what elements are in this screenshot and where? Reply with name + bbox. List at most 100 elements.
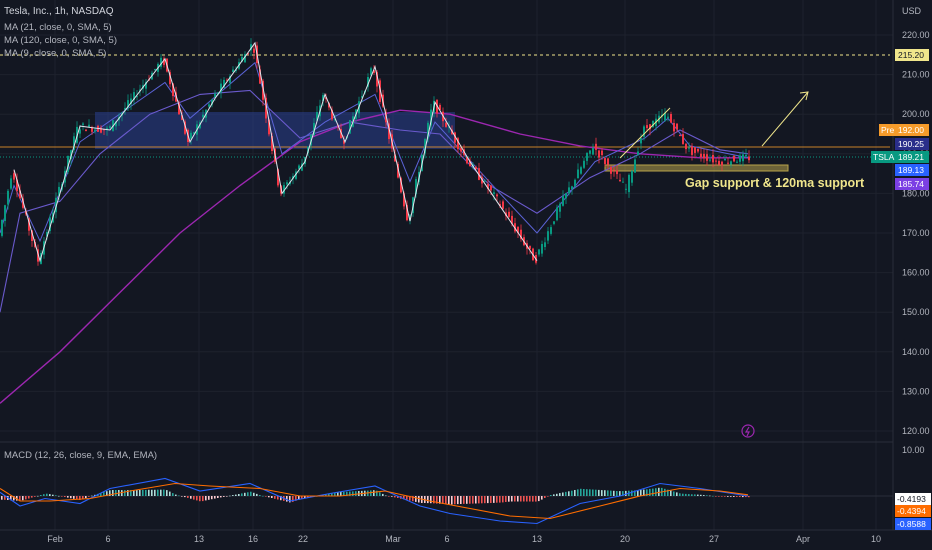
macd-histogram-bar <box>460 496 462 504</box>
macd-histogram-bar <box>109 490 111 496</box>
macd-histogram-bar <box>532 496 534 502</box>
candle <box>478 162 480 181</box>
candle <box>652 120 654 128</box>
candle <box>553 221 555 226</box>
macd-histogram-bar <box>403 496 405 500</box>
time-tick-label: 22 <box>298 534 308 544</box>
macd-histogram-bar <box>664 488 666 496</box>
time-tick-label: 27 <box>709 534 719 544</box>
macd-histogram-bar <box>448 496 450 505</box>
candle <box>697 148 699 154</box>
currency-label: USD <box>902 6 922 16</box>
candle <box>643 124 645 141</box>
ma9-legend: MA (9, close, 0, SMA, 5) <box>4 48 106 59</box>
price-tick-label: 210.00 <box>902 70 930 80</box>
candle <box>634 155 636 173</box>
price-tick-label: 200.00 <box>902 109 930 119</box>
candle <box>514 217 516 234</box>
projection-arrow[interactable] <box>761 91 809 147</box>
macd-histogram-bar <box>139 490 141 496</box>
candle <box>718 155 720 167</box>
price-tick-label: 160.00 <box>902 268 930 278</box>
candle <box>592 143 594 156</box>
macd-value-tag: -0.8588 <box>895 518 931 530</box>
candle <box>331 106 333 121</box>
svg-text:TSLA: TSLA <box>873 152 895 162</box>
macd-histogram-bar <box>301 496 303 499</box>
candle <box>559 201 561 218</box>
macd-histogram-bar <box>652 488 654 496</box>
symbol-title: Tesla, Inc., 1h, NASDAQ <box>4 6 114 17</box>
macd-histogram-bar <box>91 495 93 497</box>
macd-histogram-bar <box>685 493 687 496</box>
macd-histogram-bar <box>631 490 633 496</box>
macd-histogram-bar <box>742 496 744 498</box>
candle <box>487 179 489 194</box>
macd-histogram-bar <box>517 496 519 502</box>
macd-histogram-bar <box>745 496 747 498</box>
candle <box>370 66 372 77</box>
macd-histogram-bar <box>64 496 66 497</box>
macd-histogram-bar <box>622 491 624 496</box>
candle <box>475 165 477 170</box>
candle <box>127 94 129 111</box>
macd-histogram-bar <box>529 496 531 502</box>
macd-histogram-bar <box>307 496 309 498</box>
candle <box>484 179 486 182</box>
macd-histogram-bar <box>724 496 726 497</box>
macd-histogram-bar <box>649 488 651 496</box>
macd-histogram-bar <box>583 489 585 496</box>
candle <box>184 119 186 136</box>
candle <box>664 108 666 122</box>
macd-histogram-bar <box>100 493 102 496</box>
candle <box>145 79 147 95</box>
candle <box>646 119 648 132</box>
macd-histogram-bar <box>193 496 195 500</box>
macd-histogram-bar <box>715 496 717 497</box>
candle <box>10 175 12 191</box>
macd-histogram-bar <box>190 496 192 499</box>
macd-histogram-bar <box>328 494 330 496</box>
macd-histogram-bar <box>208 496 210 500</box>
candle <box>679 134 681 137</box>
macd-tick-label: 10.00 <box>902 445 925 455</box>
candle <box>85 129 87 132</box>
candle <box>598 149 600 164</box>
candle <box>406 200 408 222</box>
annotation-text: Gap support & 120ma support <box>685 176 865 190</box>
macd-histogram-bar <box>604 490 606 496</box>
flash-icon[interactable] <box>741 424 755 438</box>
macd-histogram-bar <box>487 496 489 504</box>
candle <box>604 156 606 167</box>
macd-histogram-bar <box>457 496 459 505</box>
macd-histogram-bar <box>295 496 297 501</box>
macd-histogram-bar <box>211 496 213 500</box>
macd-histogram-bar <box>232 495 234 496</box>
candle <box>610 165 612 180</box>
macd-histogram-bar <box>25 496 27 500</box>
macd-histogram-bar <box>454 496 456 505</box>
macd-histogram-bar <box>178 495 180 497</box>
macd-histogram-bar <box>688 494 690 496</box>
macd-histogram-bar <box>43 494 45 496</box>
macd-histogram-bar <box>679 493 681 496</box>
macd-histogram-bar <box>577 489 579 496</box>
macd-histogram-bar <box>499 496 501 503</box>
macd-histogram-bar <box>565 491 567 496</box>
uptrend-line[interactable] <box>619 107 671 159</box>
macd-histogram-bar <box>733 496 735 497</box>
gap-support-box[interactable] <box>604 164 789 172</box>
candle <box>220 78 222 99</box>
macd-histogram-bar <box>325 494 327 496</box>
macd-histogram-bar <box>13 496 15 501</box>
candle <box>577 163 579 179</box>
macd-histogram-bar <box>238 494 240 496</box>
time-axis[interactable]: Feb 6 13 16 22 Mar 6 13 20 27 Apr 10 <box>47 534 881 544</box>
macd-histogram-bar <box>340 492 342 496</box>
candle <box>190 130 192 145</box>
svg-text:190.25: 190.25 <box>898 139 924 149</box>
macd-histogram-bar <box>157 489 159 496</box>
candle <box>379 78 381 104</box>
macd-histogram-bar <box>709 495 711 497</box>
